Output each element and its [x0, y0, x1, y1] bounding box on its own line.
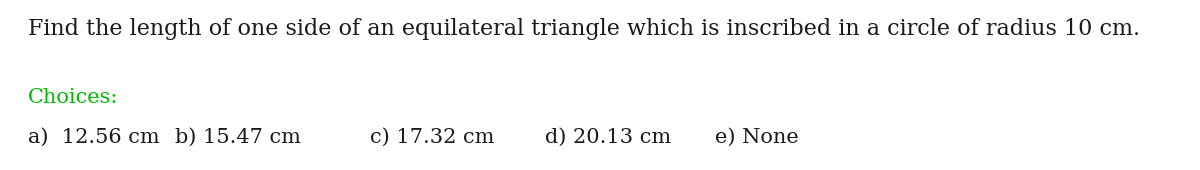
Text: Find the length of one side of an equilateral triangle which is inscribed in a c: Find the length of one side of an equila…: [28, 18, 1140, 40]
Text: e) None: e) None: [715, 128, 799, 147]
Text: d) 20.13 cm: d) 20.13 cm: [545, 128, 671, 147]
Text: a)  12.56 cm: a) 12.56 cm: [28, 128, 160, 147]
Text: c) 17.32 cm: c) 17.32 cm: [370, 128, 494, 147]
Text: Choices:: Choices:: [28, 88, 119, 107]
Text: b) 15.47 cm: b) 15.47 cm: [175, 128, 301, 147]
